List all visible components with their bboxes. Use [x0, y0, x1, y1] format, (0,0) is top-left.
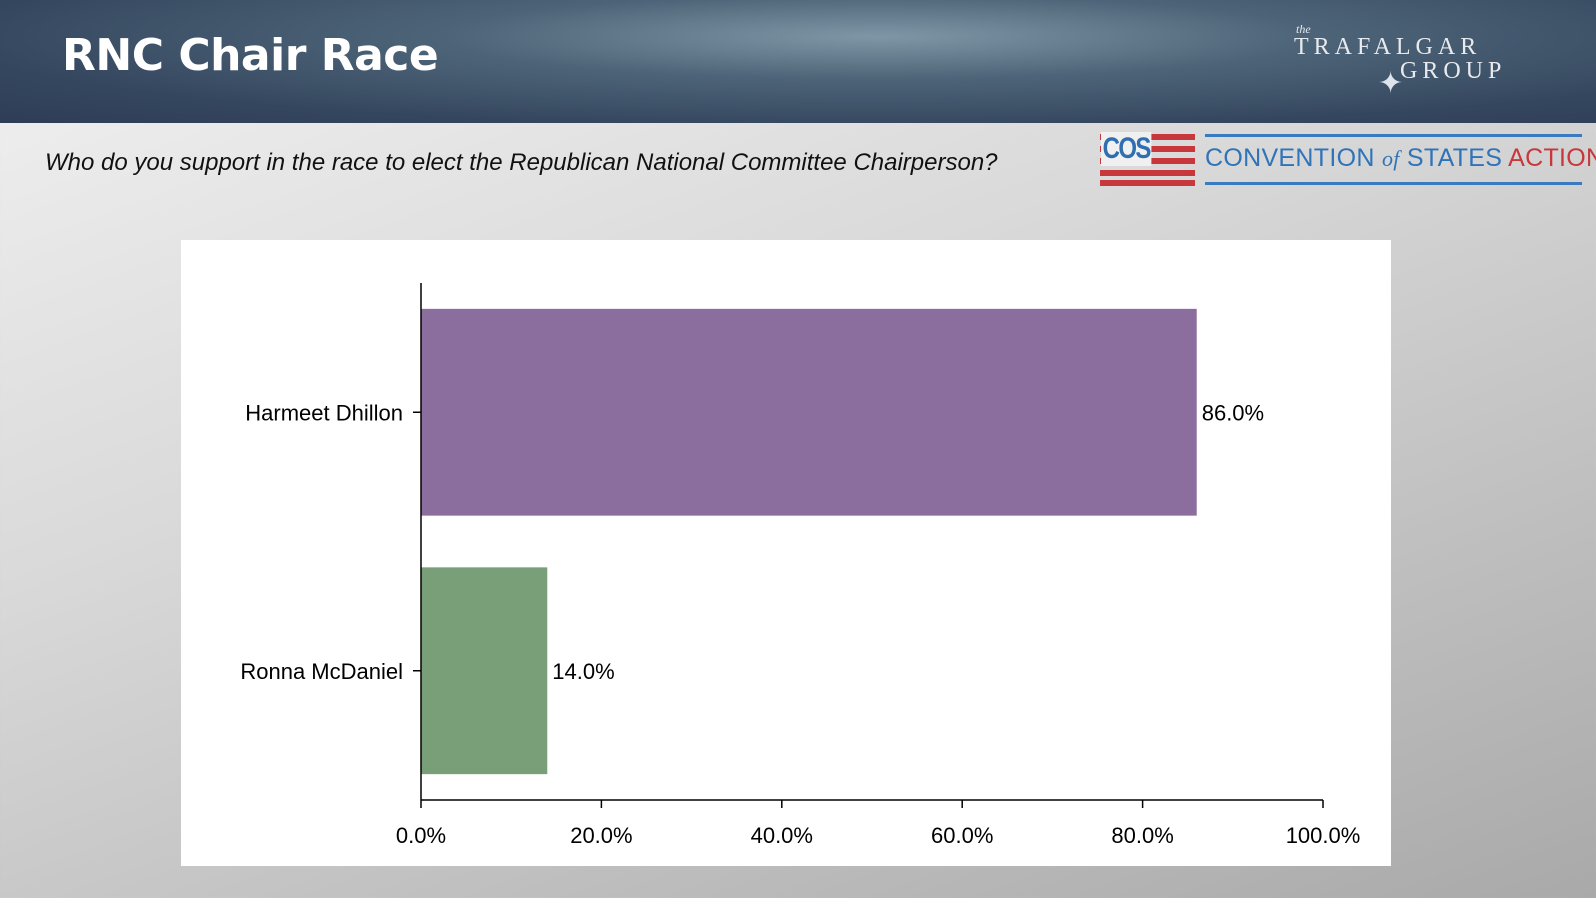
convention-of-states-logo: COS CONVENTION of STATES ACTION: [1100, 132, 1596, 186]
flag-icon: COS: [1100, 132, 1195, 186]
cos-abbr: COS: [1101, 132, 1151, 166]
x-tick-label: 100.0%: [1286, 823, 1361, 848]
bar-chart: 86.0% Harmeet Dhillon 14.0% Ronna McDaniel 0…: [240, 283, 1361, 848]
y-tick-label: Ronna McDaniel: [240, 659, 403, 684]
compass-star-icon: ✦: [1378, 67, 1404, 100]
sponsor-word: of: [1381, 146, 1400, 171]
bar-value-label: 14.0%: [552, 659, 614, 684]
bar-value-label: 86.0%: [1202, 400, 1264, 425]
y-tick-label: Harmeet Dhillon: [245, 400, 403, 425]
sponsor-word: STATES: [1406, 144, 1503, 172]
logo-line1: TRAFALGAR: [1294, 34, 1482, 60]
sponsor-word: ACTION: [1508, 144, 1596, 172]
x-tick-label: 40.0%: [751, 823, 813, 848]
logo-the: the: [1296, 22, 1311, 36]
x-tick-label: 20.0%: [570, 823, 632, 848]
sponsor-word: CONVENTION: [1205, 144, 1375, 172]
x-tick-label: 0.0%: [396, 823, 446, 848]
logo-line2: GROUP: [1400, 58, 1507, 84]
page-title: RNC Chair Race: [62, 30, 439, 81]
bar-0: [421, 308, 1197, 516]
header-banner: RNC Chair Race the TRAFALGAR GROUP ✦: [0, 0, 1596, 123]
x-tick-label: 80.0%: [1111, 823, 1173, 848]
bar-1: [421, 567, 548, 775]
survey-question: Who do you support in the race to elect …: [45, 149, 998, 176]
sponsor-name: CONVENTION of STATES ACTION: [1205, 144, 1596, 173]
chart-panel: 86.0% Harmeet Dhillon 14.0% Ronna McDaniel 0…: [181, 240, 1391, 866]
x-tick-label: 60.0%: [931, 823, 993, 848]
